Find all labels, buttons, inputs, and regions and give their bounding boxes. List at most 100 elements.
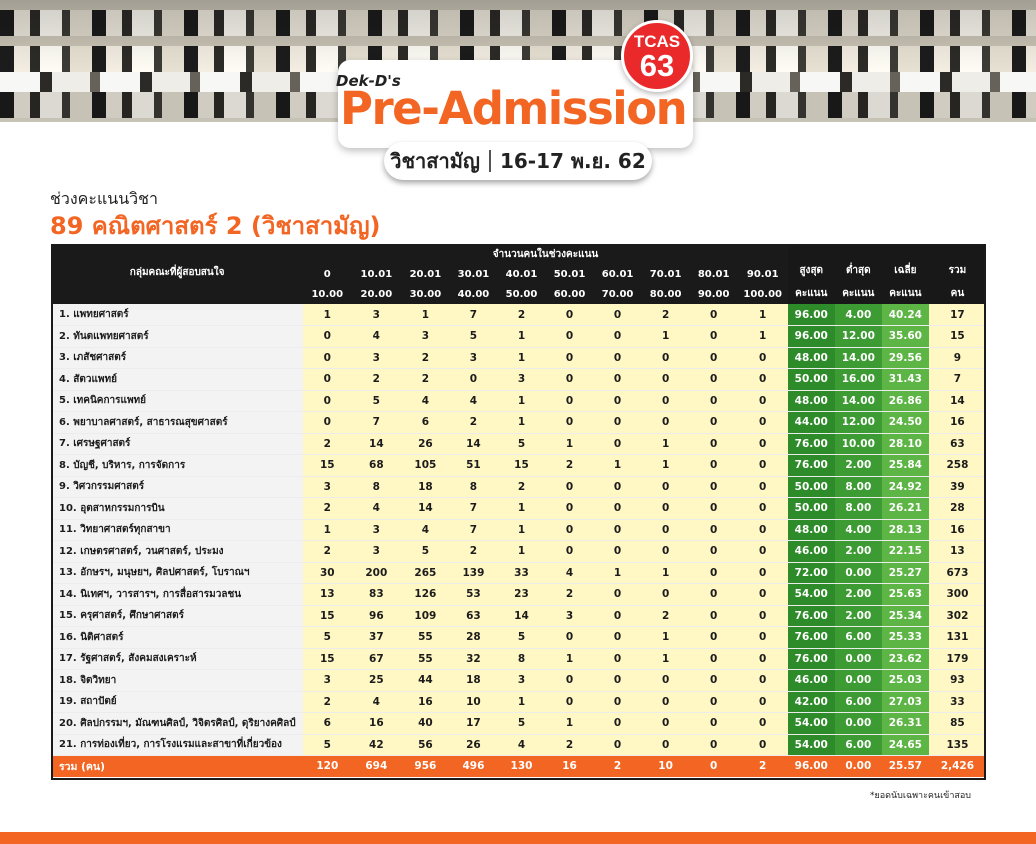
avg-score: 25.27 bbox=[881, 562, 929, 584]
stat-header: เฉลี่ย คะแนน bbox=[881, 244, 929, 304]
range-count: 0 bbox=[689, 454, 738, 477]
table-row: 9. วิศวกรรมศาสตร์ 3 8 18 8 2 0 0 0 0 0 50.00 8.00 24.… bbox=[51, 476, 986, 498]
range-low-header: 10.01 bbox=[351, 264, 402, 284]
range-count: 5 bbox=[303, 734, 352, 756]
total-range-count: 0 bbox=[689, 755, 738, 777]
avg-score: 25.33 bbox=[881, 626, 929, 649]
range-count: 1 bbox=[497, 347, 546, 369]
stat-header-bottom: คน bbox=[950, 288, 965, 299]
table-row: 4. สัตวแพทย์ 0 2 2 0 3 0 0 0 0 0 50.00 16.00 31.43 7 bbox=[51, 368, 986, 391]
table-row: 19. สถาปัตย์ 2 4 16 10 1 0 0 0 0 0 42.00 6.00 27.03 33 bbox=[51, 691, 986, 713]
range-count: 0 bbox=[545, 497, 594, 520]
range-count: 0 bbox=[641, 712, 690, 735]
range-count: 0 bbox=[737, 411, 788, 434]
range-count: 83 bbox=[351, 583, 402, 606]
table-header: กลุ่มคณะที่ผู้สอบสนใจ จำนวนคนในช่วงคะแนนส… bbox=[51, 244, 986, 304]
range-count: 0 bbox=[593, 712, 642, 735]
range-count: 0 bbox=[641, 540, 690, 563]
stat-header-top: เฉลี่ย bbox=[894, 265, 917, 276]
range-count: 0 bbox=[545, 540, 594, 563]
faculty-name: 1. แพทยศาสตร์ bbox=[51, 304, 304, 326]
min-score: 0.00 bbox=[834, 648, 882, 670]
range-count: 126 bbox=[401, 583, 450, 606]
total-range-count: 2 bbox=[593, 755, 642, 777]
range-count: 1 bbox=[497, 540, 546, 563]
min-score: 16.00 bbox=[834, 368, 882, 391]
table-row: 8. บัญชี, บริหาร, การจัดการ 15 68 105 51 15 2 1… bbox=[51, 454, 986, 477]
avg-score: 24.50 bbox=[881, 411, 929, 434]
total-avg: 25.57 bbox=[881, 755, 929, 777]
total-count: 179 bbox=[928, 648, 986, 670]
range-count: 15 bbox=[303, 605, 352, 627]
range-count: 3 bbox=[351, 540, 402, 563]
total-count: 13 bbox=[928, 540, 986, 563]
logo-title: Pre-Admission bbox=[340, 82, 688, 135]
total-count: 9 bbox=[928, 347, 986, 369]
range-count: 0 bbox=[689, 734, 738, 756]
range-count: 0 bbox=[689, 411, 738, 434]
min-score: 10.00 bbox=[834, 433, 882, 455]
range-count: 0 bbox=[641, 476, 690, 498]
range-count: 1 bbox=[641, 325, 690, 348]
range-count: 14 bbox=[351, 433, 402, 455]
range-count: 18 bbox=[401, 476, 450, 498]
grand-total: 2,426 bbox=[928, 755, 986, 777]
stat-header-bottom: คะแนน bbox=[795, 288, 828, 299]
range-count: 0 bbox=[641, 691, 690, 713]
range-count: 2 bbox=[545, 734, 594, 756]
faculty-name: 5. เทคนิคการแพทย์ bbox=[51, 390, 304, 412]
range-count: 3 bbox=[497, 669, 546, 692]
range-count: 10 bbox=[449, 691, 498, 713]
range-count: 0 bbox=[449, 368, 498, 391]
range-count: 3 bbox=[545, 605, 594, 627]
range-count: 2 bbox=[545, 583, 594, 606]
range-count: 0 bbox=[737, 626, 788, 649]
range-count: 0 bbox=[641, 519, 690, 541]
range-count: 67 bbox=[351, 648, 402, 670]
range-count: 63 bbox=[449, 605, 498, 627]
range-count: 0 bbox=[689, 433, 738, 455]
range-count: 13 bbox=[303, 583, 352, 606]
range-count: 105 bbox=[401, 454, 450, 477]
range-count: 0 bbox=[737, 519, 788, 541]
range-count: 0 bbox=[593, 669, 642, 692]
range-count: 1 bbox=[545, 648, 594, 670]
min-score: 12.00 bbox=[834, 325, 882, 348]
range-count: 1 bbox=[303, 519, 352, 541]
range-count: 1 bbox=[737, 304, 788, 326]
range-count: 0 bbox=[689, 497, 738, 520]
range-count: 0 bbox=[737, 390, 788, 412]
range-count: 0 bbox=[641, 368, 690, 391]
range-count: 1 bbox=[545, 433, 594, 455]
range-count: 2 bbox=[303, 433, 352, 455]
avg-score: 28.13 bbox=[881, 519, 929, 541]
bottom-accent-bar bbox=[0, 832, 1036, 844]
range-count: 0 bbox=[737, 605, 788, 627]
faculty-name: 15. ครุศาสตร์, ศึกษาศาสตร์ bbox=[51, 605, 304, 627]
range-count: 0 bbox=[545, 626, 594, 649]
max-score: 42.00 bbox=[787, 691, 835, 713]
range-count: 8 bbox=[497, 648, 546, 670]
range-high-header: 30.00 bbox=[401, 284, 450, 304]
min-score: 2.00 bbox=[834, 583, 882, 606]
min-score: 0.00 bbox=[834, 562, 882, 584]
range-count: 2 bbox=[401, 368, 450, 391]
avg-score: 24.65 bbox=[881, 734, 929, 756]
max-score: 76.00 bbox=[787, 648, 835, 670]
range-count: 42 bbox=[351, 734, 402, 756]
max-score: 54.00 bbox=[787, 712, 835, 735]
stat-header: ต่ำสุด คะแนน bbox=[834, 244, 882, 304]
faculty-name: 14. นิเทศฯ, วารสารฯ, การสื่อสารมวลชน bbox=[51, 583, 304, 606]
faculty-name: 18. จิตวิทยา bbox=[51, 669, 304, 692]
stat-header-top: ต่ำสุด bbox=[845, 265, 871, 276]
total-count: 17 bbox=[928, 304, 986, 326]
badge-number: 63 bbox=[639, 48, 675, 83]
range-count: 1 bbox=[641, 648, 690, 670]
total-count: 28 bbox=[928, 497, 986, 520]
table-row: 14. นิเทศฯ, วารสารฯ, การสื่อสารมวลชน 13 83… bbox=[51, 583, 986, 606]
range-count: 2 bbox=[545, 454, 594, 477]
range-low-header: 30.01 bbox=[449, 264, 498, 284]
min-score: 8.00 bbox=[834, 476, 882, 498]
total-count: 14 bbox=[928, 390, 986, 412]
range-count: 40 bbox=[401, 712, 450, 735]
